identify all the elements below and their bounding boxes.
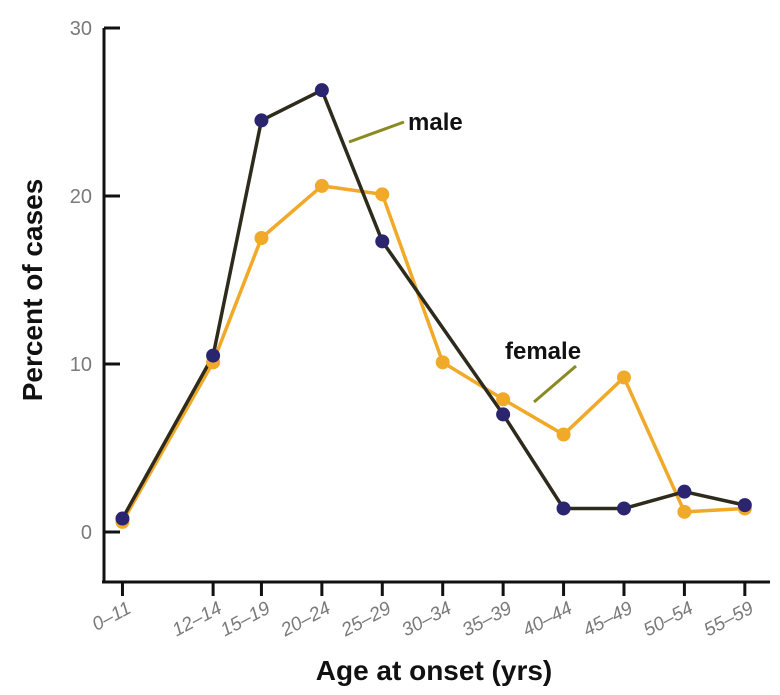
x-tick-label: 35–39 — [459, 598, 516, 642]
y-tick-label: 20 — [70, 186, 92, 208]
data-point-male — [677, 484, 692, 499]
x-tick-label: 50–54 — [640, 598, 697, 641]
data-point-male — [206, 348, 221, 363]
data-point-female — [375, 187, 390, 202]
x-tick-label: 20–24 — [277, 598, 334, 642]
data-point-male — [737, 498, 752, 513]
series-line-male — [120, 88, 746, 520]
data-point-male — [115, 511, 130, 526]
series-callouts: male female — [348, 109, 581, 404]
y-tick-label: 10 — [70, 354, 92, 376]
female-series-label: female — [505, 338, 581, 365]
male-series-label: male — [408, 109, 463, 136]
x-tick-label: 55–59 — [701, 598, 758, 642]
y-axis: 0 10 20 30 — [70, 18, 120, 582]
x-axis-title: Age at onset (yrs) — [316, 655, 553, 686]
series-layer — [115, 83, 752, 529]
male-leader-line — [348, 120, 405, 144]
y-tick-label: 0 — [81, 522, 92, 544]
data-point-male — [314, 83, 329, 98]
data-point-female — [616, 370, 631, 385]
data-point-male — [616, 501, 631, 516]
data-point-male — [496, 407, 511, 422]
data-point-female — [496, 392, 511, 407]
x-tick-label: 25–29 — [337, 598, 395, 642]
data-point-female — [556, 427, 571, 442]
x-tick-label: 40–44 — [519, 598, 576, 641]
data-point-female — [435, 355, 450, 370]
data-point-female — [314, 178, 329, 193]
y-axis-title: Percent of cases — [17, 179, 48, 402]
x-tick-label: 45–49 — [580, 598, 637, 642]
x-tick-label: 15–19 — [217, 598, 274, 642]
x-tick-label: 12–14 — [169, 598, 226, 641]
data-point-female — [677, 504, 692, 519]
y-tick-label: 30 — [70, 18, 92, 40]
female-leader-line — [533, 364, 577, 404]
data-point-female — [254, 231, 269, 245]
data-point-male — [556, 501, 571, 516]
x-tick-label: 30–34 — [399, 598, 456, 641]
data-point-male — [375, 234, 390, 249]
data-point-male — [254, 113, 269, 128]
x-tick-label: 0–11 — [89, 598, 135, 636]
